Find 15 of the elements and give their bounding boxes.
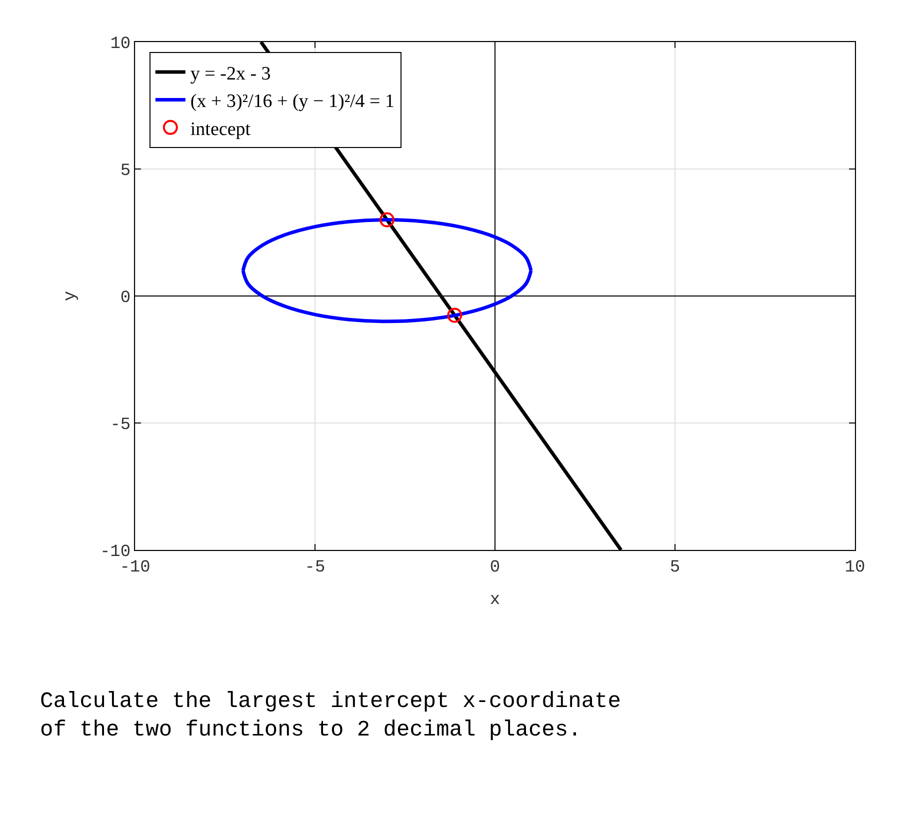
text: Calculate the largest intercept x-coordinate of the two functions to 2 decimal places. — [40, 689, 621, 743]
y-tick-label: 5 — [120, 162, 131, 181]
legend-label: (x + 3)²/16 + (y − 1)²/4 = 1 — [190, 91, 395, 112]
x-tick-label: 5 — [670, 558, 680, 578]
y-tick-label: -5 — [110, 416, 131, 435]
x-axis-title: x — [490, 590, 500, 610]
y-tick-label: -10 — [100, 542, 131, 562]
y-axis-title: y — [62, 290, 81, 302]
legend-label: y = -2x - 3 — [190, 63, 271, 84]
y-tick-label: 0 — [120, 288, 131, 308]
x-tick-label: 0 — [490, 558, 500, 578]
x-tick-label: -5 — [304, 558, 326, 578]
y-tick-label: 10 — [110, 34, 131, 54]
x-tick-label: 10 — [844, 558, 866, 578]
legend-label: intecept — [190, 118, 252, 140]
